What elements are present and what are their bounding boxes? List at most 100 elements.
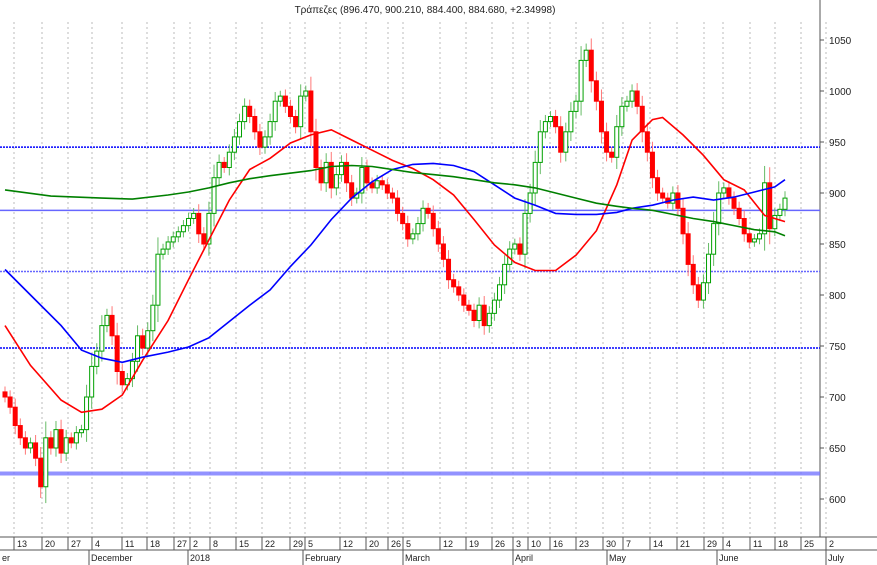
x-tick-label: 18: [778, 539, 788, 549]
candle: [736, 201, 742, 226]
candle-body: [644, 131, 650, 153]
candle: [420, 200, 426, 232]
candle-body: [497, 284, 503, 301]
candle-body: [430, 212, 436, 230]
month-label: May: [609, 553, 627, 563]
candle-body: [226, 151, 232, 168]
x-tick-label: 27: [71, 539, 81, 549]
candle-body: [165, 241, 171, 250]
candle: [537, 120, 543, 175]
candle: [359, 157, 365, 204]
candle-body: [186, 218, 192, 227]
candle: [558, 116, 564, 163]
candle: [17, 418, 23, 445]
candle-body: [578, 59, 584, 102]
moving-average-line: [4, 162, 786, 364]
candle-body: [374, 180, 380, 189]
x-tick-label: 18: [150, 539, 160, 549]
candle-body: [649, 151, 655, 179]
candle-body: [675, 192, 681, 209]
candle-body: [410, 233, 416, 240]
candle-body: [389, 192, 395, 199]
candle-body: [547, 116, 553, 123]
candle-body: [247, 105, 253, 118]
candle: [135, 325, 141, 372]
candle: [68, 432, 74, 449]
x-tick-label: 30: [606, 539, 616, 549]
candle-body: [175, 231, 181, 238]
x-tick-label: 10: [531, 539, 541, 549]
candle: [609, 146, 615, 163]
candle: [593, 71, 599, 111]
candle: [624, 95, 630, 112]
candle: [191, 208, 197, 224]
candle: [328, 151, 334, 199]
candle: [242, 98, 248, 130]
candle: [206, 201, 212, 256]
candle: [104, 308, 110, 333]
candle: [741, 210, 747, 242]
candle-body: [491, 299, 497, 314]
x-tick-label: 15: [239, 539, 249, 549]
candle: [226, 144, 232, 176]
candle-body: [58, 429, 64, 454]
candle: [517, 237, 523, 261]
candle-body: [716, 192, 722, 225]
candle-body: [522, 212, 528, 255]
candle-body: [282, 95, 288, 107]
candle-body: [170, 236, 176, 243]
candle-body: [711, 223, 717, 255]
candle-body: [614, 126, 620, 158]
candle: [680, 197, 686, 245]
candle-body: [593, 80, 599, 102]
month-label: July: [828, 553, 845, 563]
candle-body: [440, 243, 446, 260]
candle-body: [532, 161, 538, 194]
candle: [655, 169, 661, 201]
candle-body: [33, 442, 39, 459]
candle: [53, 420, 59, 457]
candle-body: [359, 167, 365, 194]
candle: [721, 182, 727, 199]
candle-body: [624, 100, 630, 107]
candle-body: [558, 126, 564, 153]
x-tick-label: 4: [726, 539, 731, 549]
candle: [466, 299, 472, 316]
grid: [13, 0, 827, 537]
candle-body: [680, 207, 686, 235]
candle-body: [211, 177, 217, 214]
candle-body: [751, 238, 757, 243]
candle: [639, 95, 645, 143]
candle: [323, 153, 329, 192]
candle: [216, 154, 222, 186]
candle: [186, 212, 192, 232]
candle-body: [303, 90, 309, 97]
x-tick-label: 26: [495, 539, 505, 549]
candle-body: [277, 95, 283, 102]
candle: [675, 185, 681, 217]
candle-body: [456, 286, 462, 296]
candle-body: [609, 151, 615, 158]
x-tick-label: 25: [804, 539, 814, 549]
chart-title: Τράπεζες (896.470, 900.210, 884.400, 884…: [295, 4, 556, 16]
candle-body: [502, 263, 508, 286]
y-tick-label: 950: [829, 138, 846, 149]
candle: [369, 177, 375, 194]
candle-body: [690, 263, 696, 286]
candle-body: [364, 167, 370, 184]
candle-body: [267, 121, 273, 138]
y-axis: 600 650 700 750 800 850 900 950 1000 1050: [820, 36, 852, 506]
candle-body: [379, 180, 385, 186]
candle-body: [660, 192, 666, 199]
candle: [547, 111, 553, 127]
candle-body: [344, 161, 350, 184]
candle: [446, 250, 452, 289]
candle: [155, 237, 161, 323]
candle: [293, 109, 299, 134]
candle-body: [150, 304, 156, 332]
x-tick-label: 11: [753, 539, 762, 549]
candle: [634, 83, 640, 115]
candle: [145, 322, 151, 357]
candle: [522, 199, 528, 269]
